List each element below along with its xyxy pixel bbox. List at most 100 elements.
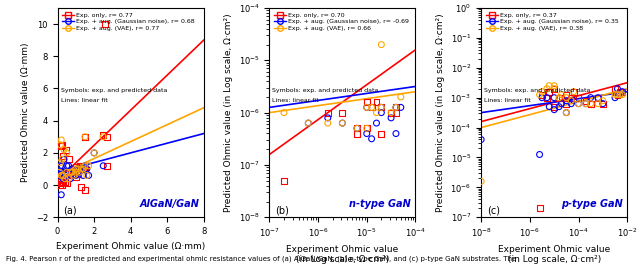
Point <box>82 167 92 171</box>
Point <box>561 101 572 106</box>
Point <box>56 193 67 197</box>
Point <box>279 179 289 183</box>
Point <box>57 164 67 168</box>
Point <box>71 170 81 174</box>
Point <box>593 96 603 100</box>
Point <box>76 167 86 171</box>
Point <box>56 180 67 184</box>
Point <box>60 170 70 174</box>
Point <box>615 92 625 97</box>
Point <box>71 165 81 170</box>
Point <box>352 126 362 130</box>
Point <box>74 170 84 174</box>
Point <box>303 121 314 125</box>
Point <box>71 175 81 179</box>
Text: Lines: linear fit: Lines: linear fit <box>61 98 108 103</box>
Point <box>362 126 372 130</box>
Point <box>60 180 70 184</box>
Point <box>367 105 377 109</box>
Point <box>63 164 74 168</box>
Point <box>391 105 401 109</box>
Point <box>55 143 65 147</box>
Point <box>69 170 79 174</box>
Point <box>556 101 566 106</box>
Point <box>544 83 554 88</box>
Point <box>537 96 547 100</box>
Point <box>568 90 579 94</box>
Point <box>352 131 362 136</box>
Point <box>82 173 92 178</box>
Point <box>80 164 90 168</box>
Point <box>593 96 603 100</box>
Point <box>337 121 348 125</box>
Point <box>544 90 554 94</box>
Point <box>568 99 579 103</box>
Point <box>54 181 65 186</box>
Point <box>60 176 70 181</box>
Point <box>76 167 86 171</box>
Point <box>61 148 71 152</box>
Point <box>371 121 381 125</box>
Text: n-type GaN: n-type GaN <box>349 199 411 209</box>
Point <box>57 183 67 187</box>
Point <box>55 170 65 174</box>
Point <box>549 83 559 88</box>
Point <box>549 96 559 100</box>
Point <box>352 126 362 130</box>
Point <box>534 206 545 210</box>
Point <box>69 173 79 178</box>
Text: Symbols: exp. and predicted data: Symbols: exp. and predicted data <box>484 87 591 92</box>
X-axis label: Experiment Ohmic value (Ω·mm): Experiment Ohmic value (Ω·mm) <box>56 242 205 251</box>
Point <box>76 185 86 189</box>
Point <box>58 176 68 181</box>
Point <box>376 105 387 109</box>
Point <box>573 96 584 100</box>
Point <box>56 173 67 178</box>
Point <box>554 96 564 100</box>
Point <box>57 157 67 161</box>
Point <box>566 96 577 100</box>
Point <box>386 116 396 120</box>
Point <box>362 126 372 130</box>
Point <box>54 173 65 178</box>
Point <box>396 105 406 109</box>
Point <box>544 104 554 109</box>
Point <box>67 173 77 178</box>
Point <box>65 176 76 181</box>
Point <box>74 170 84 174</box>
Point <box>65 170 76 174</box>
X-axis label: Experiment Ohmic value
(in Log scale, Ω·cm²): Experiment Ohmic value (in Log scale, Ω·… <box>286 245 399 264</box>
Point <box>367 137 377 141</box>
Point <box>610 96 620 100</box>
Point <box>58 180 68 184</box>
Point <box>102 164 112 168</box>
Point <box>376 111 387 115</box>
Point <box>102 135 112 139</box>
Point <box>617 92 627 97</box>
Point <box>323 111 333 115</box>
Legend: Exp. only, r= 0.37, Exp. + aug. (Gaussian noise), r= 0.35, Exp. + aug. (VAE), r=: Exp. only, r= 0.37, Exp. + aug. (Gaussia… <box>484 11 620 32</box>
Point <box>80 167 90 171</box>
Point <box>80 167 90 171</box>
Point <box>323 121 333 125</box>
Text: (c): (c) <box>487 205 500 215</box>
Point <box>65 170 76 174</box>
Point <box>80 135 90 139</box>
Point <box>362 100 372 104</box>
Point <box>541 96 552 100</box>
Point <box>67 167 77 171</box>
Point <box>98 133 108 137</box>
Point <box>476 138 486 142</box>
Point <box>69 173 79 178</box>
Text: (b): (b) <box>275 205 289 215</box>
Point <box>568 90 579 94</box>
Point <box>537 90 547 94</box>
Point <box>74 164 84 168</box>
Point <box>598 99 608 103</box>
Point <box>556 92 566 97</box>
Point <box>610 92 620 97</box>
Point <box>598 101 608 106</box>
Point <box>54 178 65 182</box>
Point <box>80 164 90 168</box>
Text: Symbols: exp. and predicted data: Symbols: exp. and predicted data <box>272 87 379 92</box>
